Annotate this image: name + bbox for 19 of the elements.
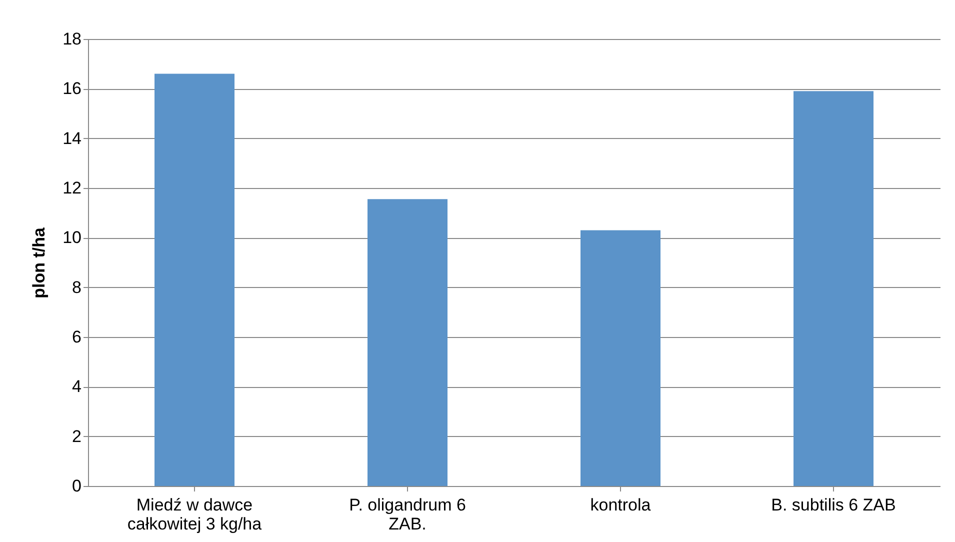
y-tick-label: 4 bbox=[72, 377, 82, 396]
x-tick-label: B. subtilis 6 ZAB bbox=[771, 496, 896, 514]
y-tick-label: 16 bbox=[62, 79, 82, 98]
bar bbox=[154, 74, 234, 486]
bar bbox=[580, 230, 660, 486]
y-tick-label: 14 bbox=[62, 128, 82, 148]
bar bbox=[368, 199, 448, 486]
y-tick-label: 18 bbox=[62, 30, 82, 48]
y-tick-label: 8 bbox=[72, 278, 82, 297]
bar bbox=[794, 91, 874, 486]
y-axis-title: plon t/ha bbox=[30, 227, 49, 298]
y-tick-label: 6 bbox=[72, 328, 82, 346]
y-tick-label: 2 bbox=[72, 426, 82, 446]
y-tick-label: 0 bbox=[72, 476, 82, 496]
x-tick-label: kontrola bbox=[590, 496, 652, 514]
y-tick-label: 12 bbox=[62, 178, 82, 198]
x-tick-label: P. oligandrum 6 ZAB. bbox=[349, 496, 466, 534]
y-tick-label: 10 bbox=[62, 228, 82, 248]
x-tick-label: Miedź w dawce całkowitej 3 kg/ha bbox=[127, 496, 262, 534]
